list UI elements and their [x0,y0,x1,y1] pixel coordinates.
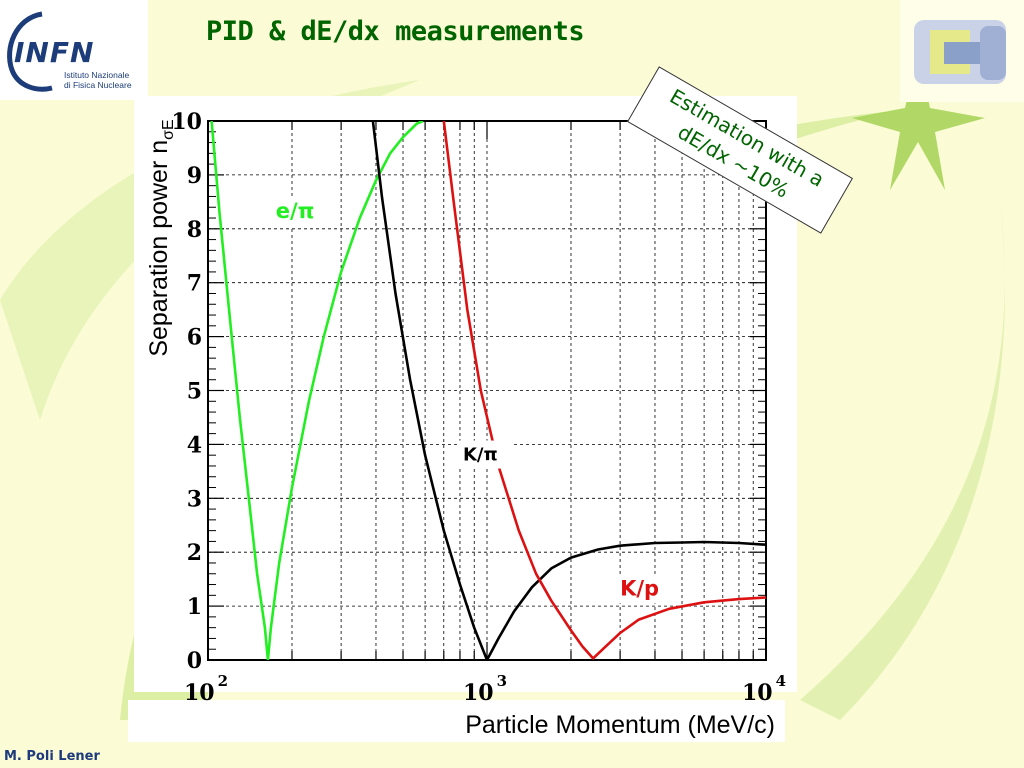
x-tick-exponent: 3 [497,672,507,690]
y-tick-label: 4 [187,432,202,458]
y-tick-label: 6 [187,325,202,351]
logo-subtitle-line1: Istituto Nazionale [64,70,130,80]
series-lines [210,121,766,660]
series-label: e/π [276,199,315,223]
series-label-background [456,440,513,469]
author-name: M. Poli Lener [4,749,100,764]
infn-logo: INFN Istituto Nazionale di Fisica Nuclea… [0,0,148,100]
y-tick-label: 0 [187,648,202,674]
plot-panel [134,96,797,692]
logo-swirl-icon [7,11,53,92]
x-tick-exponent: 4 [776,672,786,690]
x-tick-base: 10 [184,680,215,706]
slide-title: PID & dE/dx measurements [206,16,585,47]
series-label-background [614,575,671,604]
xlabel-panel [128,700,785,742]
y-tick-label: 5 [187,379,202,405]
y-tick-label: 9 [187,163,202,189]
y-axis-label-main: Separation power n [145,140,173,357]
y-axis-label-subscript: σE [160,119,177,140]
y-tick-label: 2 [187,540,202,566]
logo-subtitle-line2: di Fisica Nucleare [64,80,132,90]
series-line [371,121,766,660]
y-axis-label: Separation power nσE [145,119,177,356]
x-tick-label: 10 4 [742,672,786,706]
detector-illustration [914,20,1006,84]
series-label: K/p [620,576,659,600]
y-tick-label: 7 [187,271,202,297]
series-label: K/π [463,445,498,466]
series-line [210,121,424,660]
x-tick-label: 10 2 [184,672,228,706]
decorative-swoosh-right [800,200,1005,720]
x-tick-base: 10 [463,680,494,706]
logo-wordmark: INFN [14,36,95,69]
y-tick-label: 1 [187,594,202,620]
x-tick-base: 10 [742,680,773,706]
y-tick-label: 10 [171,109,202,135]
y-tick-label: 8 [187,217,202,243]
y-tick-label: 3 [187,486,202,512]
logo-subtitle: Istituto Nazionale di Fisica Nucleare [64,70,148,90]
x-tick-label: 10 3 [463,672,507,706]
x-axis-label: Particle Momentum (MeV/c) [465,711,775,739]
x-tick-exponent: 2 [218,672,228,690]
series-label-background [269,198,326,227]
decorative-star [852,50,985,190]
series-line [442,121,766,660]
detector-image [900,0,1024,102]
